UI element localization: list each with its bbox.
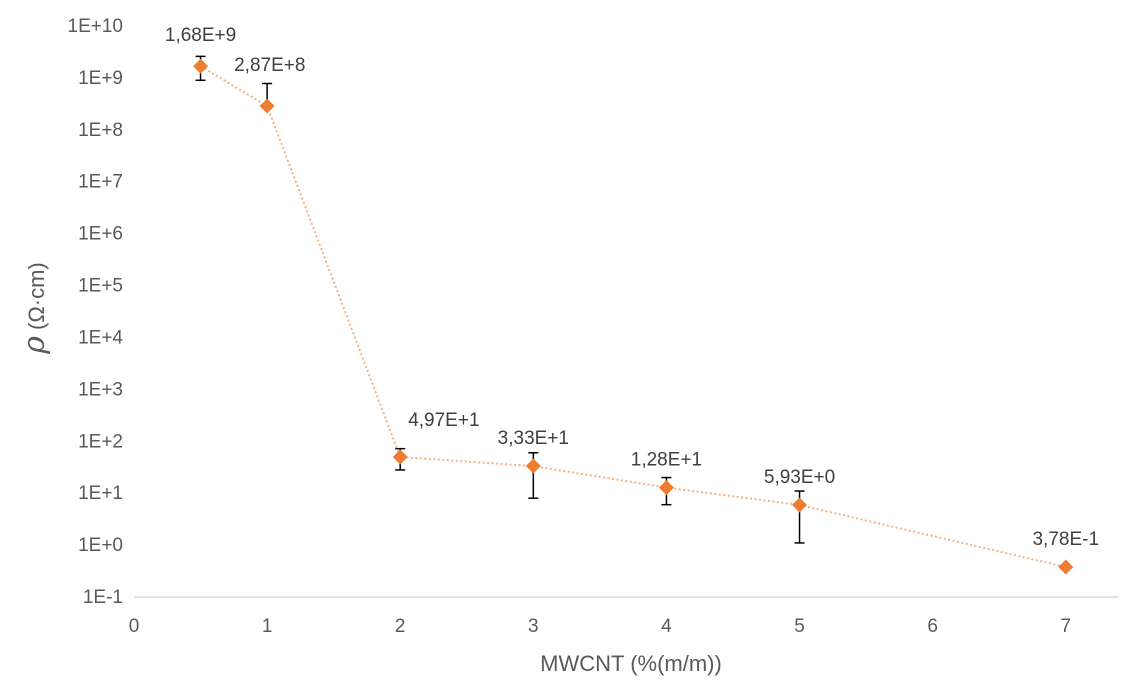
data-label: 5,93E+0 (764, 467, 835, 488)
data-point (792, 497, 808, 513)
error-bars (195, 55, 805, 544)
x-tick-label: 5 (794, 616, 805, 637)
y-axis-title-symbol: ρ (17, 336, 52, 355)
data-point (658, 480, 674, 496)
data-markers (193, 58, 1074, 575)
svg-text:ρ (Ω·cm): ρ (Ω·cm) (17, 262, 52, 355)
data-point (392, 449, 408, 465)
data-label: 2,87E+8 (234, 55, 305, 76)
y-tick-label: 1E+6 (78, 224, 123, 245)
data-point (193, 58, 209, 74)
data-point (259, 98, 275, 114)
data-label: 4,97E+1 (408, 410, 479, 431)
data-point (1058, 559, 1074, 575)
x-tick-label: 0 (129, 616, 140, 637)
y-tick-label: 1E+3 (78, 379, 123, 400)
y-axis-title: ρ (Ω·cm) (17, 262, 52, 355)
x-tick-label: 3 (528, 616, 539, 637)
y-tick-label: 1E+7 (78, 172, 123, 193)
x-axis-title: MWCNT (%(m/m)) (540, 651, 722, 676)
y-axis-ticks: 1E-1 1E+0 1E+1 1E+2 1E+3 1E+4 1E+5 1E+6 1E+7 1E+8… (68, 16, 124, 608)
y-tick-label: 1E+2 (78, 431, 123, 452)
y-tick-label: 1E+8 (78, 120, 123, 141)
x-tick-label: 2 (395, 616, 406, 637)
x-tick-label: 1 (262, 616, 273, 637)
y-tick-label: 1E-1 (83, 587, 123, 608)
y-axis-title-unit: (Ω·cm) (24, 262, 49, 336)
series-line (200, 65, 1067, 568)
y-tick-label: 1E+10 (68, 16, 123, 37)
y-tick-label: 1E+9 (78, 68, 123, 89)
x-axis-ticks: 0 1 2 3 4 5 6 7 (129, 616, 1071, 637)
data-label: 3,33E+1 (498, 428, 569, 449)
x-tick-label: 7 (1060, 616, 1071, 637)
data-label: 1,68E+9 (165, 25, 236, 46)
data-label: 1,28E+1 (631, 450, 702, 471)
data-point (525, 458, 541, 474)
y-tick-label: 1E+5 (78, 276, 123, 297)
y-tick-label: 1E+0 (78, 535, 123, 556)
x-tick-label: 6 (927, 616, 938, 637)
y-tick-label: 1E+4 (78, 327, 123, 348)
x-tick-label: 4 (661, 616, 672, 637)
data-labels: 1,68E+9 2,87E+8 4,97E+1 3,33E+1 1,28E+1 5,93E… (165, 25, 1099, 550)
data-label: 3,78E-1 (1032, 529, 1099, 550)
y-tick-label: 1E+1 (78, 483, 123, 504)
